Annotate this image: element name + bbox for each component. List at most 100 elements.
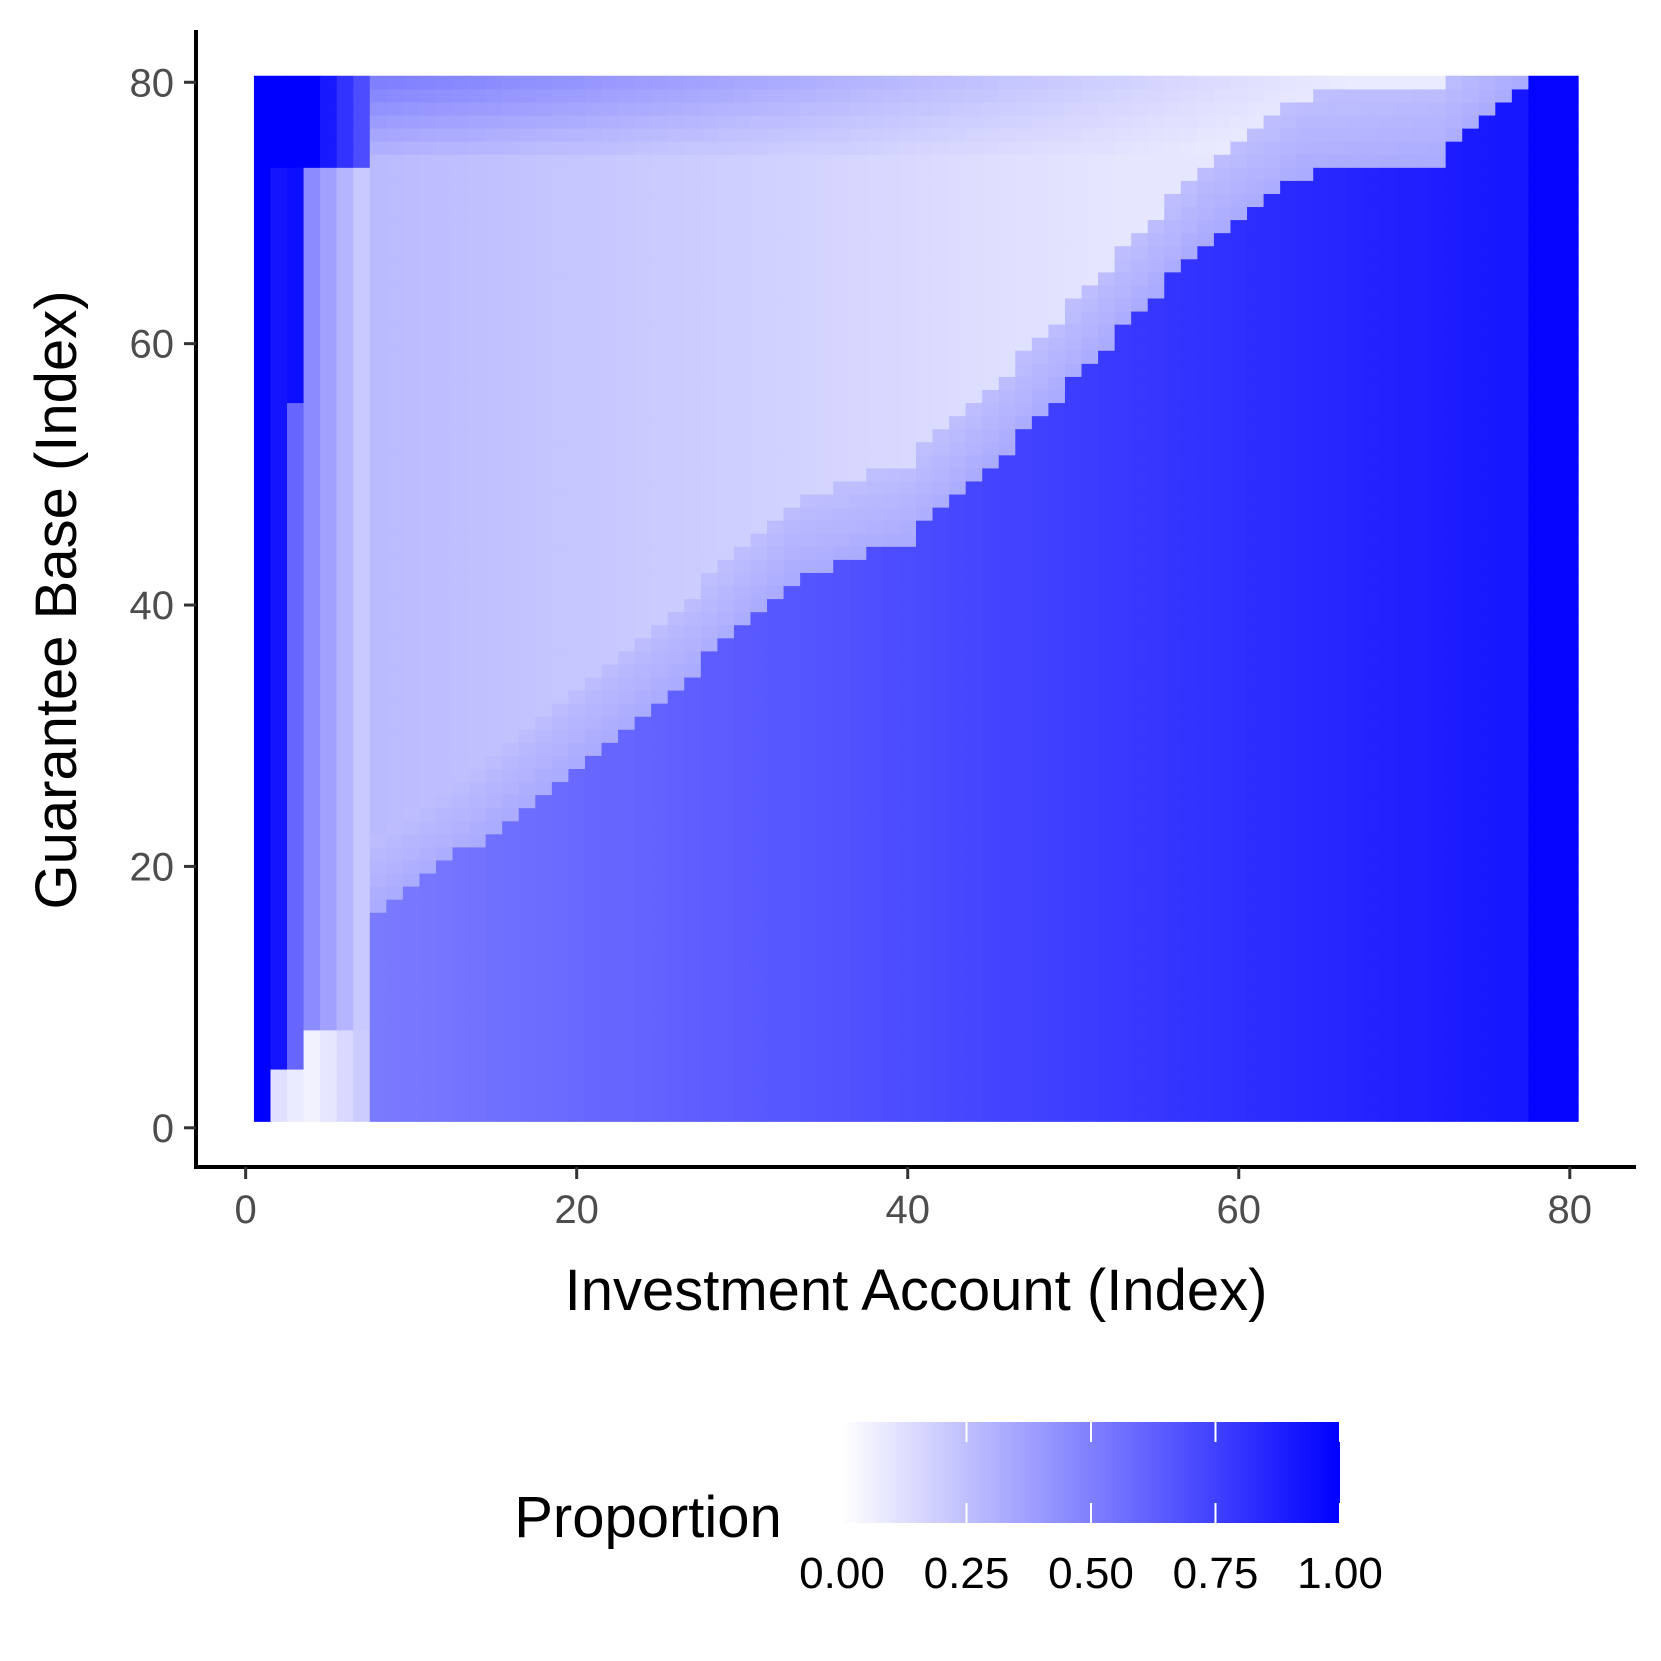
heatmap-cell [882,507,901,521]
heatmap-cell [601,611,619,626]
heatmap-cell [651,637,669,652]
heatmap-cell [436,350,454,364]
heatmap-cell [684,925,702,939]
heatmap-cell [998,833,1016,848]
heatmap-cell [436,363,454,377]
heatmap-cell [1015,271,1033,286]
heatmap-cell [386,859,404,874]
heatmap-cell [833,206,851,221]
heatmap-cell [700,1042,718,1057]
heatmap-cell [1064,206,1083,221]
heatmap-cell [1213,441,1232,456]
heatmap-cell [601,467,619,482]
heatmap-cell [436,899,454,913]
heatmap-cell [998,859,1016,874]
heatmap-cell [750,114,768,129]
heatmap-cell [369,820,387,835]
heatmap-cell [353,650,371,665]
heatmap-cell [336,206,354,221]
heatmap-cell [866,297,884,312]
heatmap-cell [584,650,603,665]
heatmap-cell [816,507,834,521]
heatmap-cell [1230,729,1248,743]
heatmap-cell [1213,899,1232,913]
heatmap-cell [1015,964,1033,979]
heatmap-cell [1114,637,1132,652]
heatmap-cell [369,493,387,508]
heatmap-cell [419,389,437,404]
heatmap-cell [733,872,752,887]
heatmap-cell [419,258,437,273]
heatmap-cell [800,245,818,260]
heatmap-cell [998,415,1016,430]
heatmap-cell [1098,1055,1116,1070]
heatmap-cell [700,977,718,992]
heatmap-cell [684,206,702,221]
heatmap-cell [816,781,834,796]
heatmap-cell [899,768,917,783]
heatmap-cell [436,742,454,756]
heatmap-cell [634,611,652,626]
heatmap-cell [452,350,470,364]
heatmap-cell [535,1042,553,1057]
heatmap-cell [419,1108,437,1122]
heatmap-cell [783,441,801,456]
heatmap-cell [436,310,454,325]
heatmap-cell [270,520,288,534]
heatmap-cell [998,363,1016,377]
heatmap-cell [551,167,570,181]
heatmap-cell [1147,324,1165,338]
heatmap-cell [270,663,288,678]
heatmap-cell [1213,1108,1232,1122]
heatmap-cell [982,886,1000,900]
heatmap-cell [949,297,967,312]
heatmap-cell [899,324,917,338]
heatmap-cell [601,650,619,665]
heatmap-cell [353,454,371,469]
heatmap-cell [568,899,586,913]
heatmap-cell [601,977,619,992]
heatmap-cell [535,716,553,730]
heatmap-cell [551,598,570,613]
heatmap-cell [1098,493,1116,508]
heatmap-cell [717,467,735,482]
heatmap-cell [320,297,338,312]
heatmap-cell [1247,167,1265,181]
heatmap-cell [833,480,851,495]
heatmap-cell [551,467,570,482]
heatmap-cell [618,716,636,730]
heatmap-cell [717,977,735,992]
heatmap-cell [949,128,967,142]
heatmap-cell [551,402,570,417]
heatmap-cell [1114,794,1132,809]
heatmap-cell [899,729,917,743]
heatmap-cell [320,415,338,430]
heatmap-cell [833,415,851,430]
heatmap-cell [1114,663,1132,678]
heatmap-cell [402,938,421,952]
heatmap-cell [767,389,785,404]
heatmap-cell [750,167,768,181]
heatmap-cell [866,428,884,443]
heatmap-cell [518,572,536,587]
heatmap-cell [1098,258,1116,273]
heatmap-cell [667,180,685,194]
heatmap-cell [1213,559,1232,573]
heatmap-cell [1180,101,1198,116]
heatmap-cell [1031,1068,1050,1083]
heatmap-cell [303,284,321,299]
heatmap-cell [634,1055,652,1070]
heatmap-cell [1213,598,1232,613]
heatmap-cell [253,742,272,756]
heatmap-cell [419,559,437,573]
heatmap-cell [1098,663,1116,678]
heatmap-cell [982,1016,1000,1031]
heatmap-cell [700,886,718,900]
heatmap-cell [1213,284,1232,299]
heatmap-cell [518,284,536,299]
heatmap-cell [436,389,454,404]
heatmap-cell [336,101,354,116]
heatmap-cell [634,859,652,874]
heatmap-cell [601,703,619,717]
heatmap-cell [1230,310,1248,325]
